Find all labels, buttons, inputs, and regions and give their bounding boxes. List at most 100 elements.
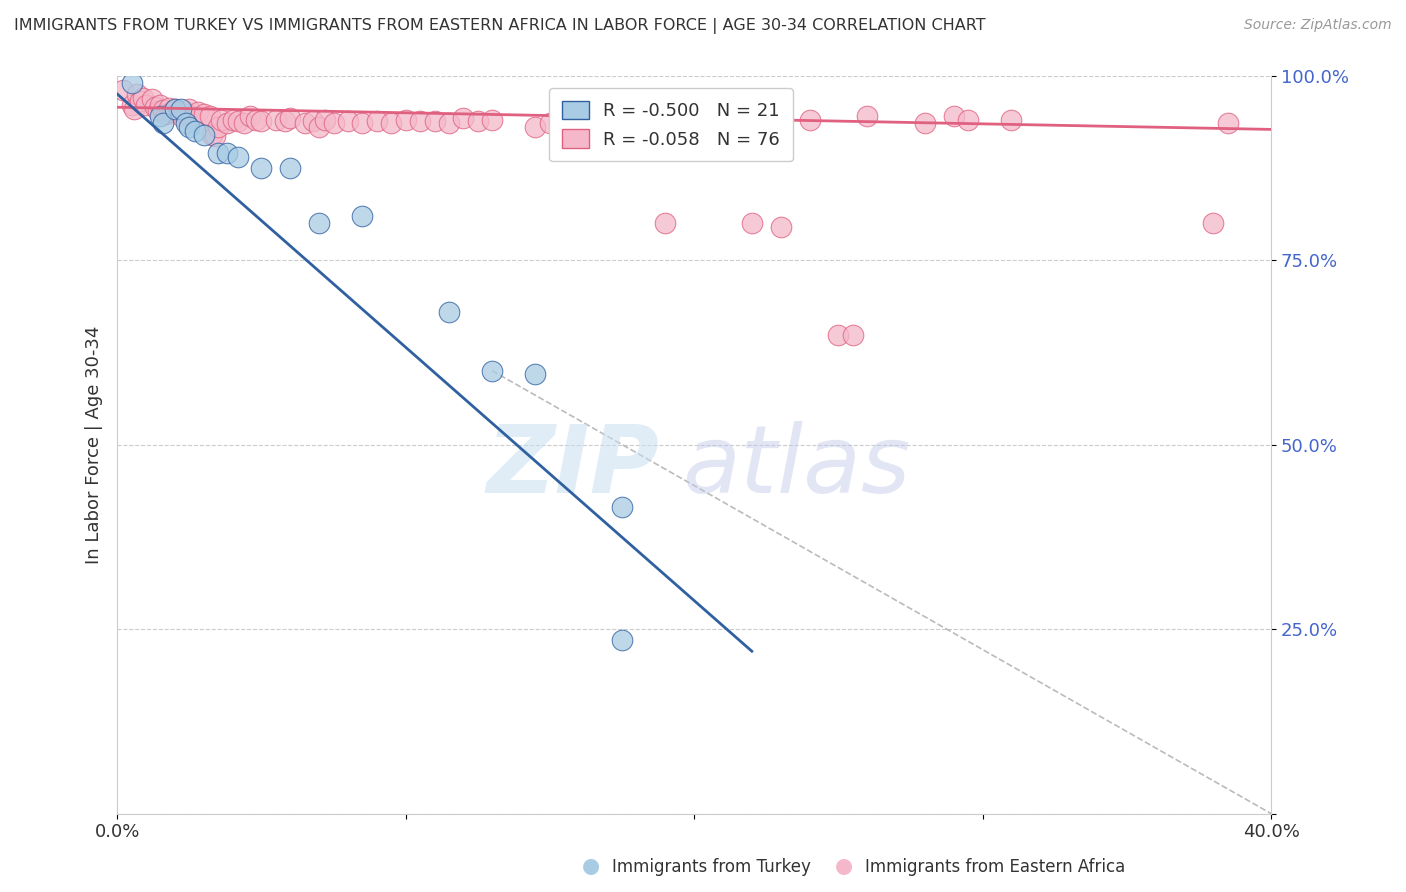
- Point: [827, 328, 849, 343]
- Point: [141, 92, 163, 106]
- Point: [228, 114, 250, 128]
- Point: [201, 128, 224, 142]
- Point: [173, 103, 195, 118]
- Point: [149, 98, 172, 112]
- Text: Source: ZipAtlas.com: Source: ZipAtlas.com: [1244, 18, 1392, 32]
- Point: [121, 98, 143, 112]
- Point: [169, 102, 191, 116]
- Point: [176, 107, 198, 121]
- Point: [610, 500, 633, 515]
- Point: [294, 116, 316, 130]
- Point: [302, 114, 325, 128]
- Point: [179, 120, 201, 135]
- Point: [437, 304, 460, 318]
- Point: [149, 109, 172, 123]
- Point: [352, 209, 374, 223]
- Text: atlas: atlas: [682, 421, 911, 512]
- Point: [207, 120, 229, 135]
- Point: [132, 90, 155, 104]
- Text: Immigrants from Eastern Africa: Immigrants from Eastern Africa: [865, 858, 1125, 876]
- Point: [409, 114, 432, 128]
- Point: [273, 114, 295, 128]
- Point: [215, 116, 238, 130]
- Point: [538, 116, 561, 130]
- Point: [207, 146, 229, 161]
- Point: [308, 216, 330, 230]
- Point: [163, 102, 186, 116]
- Point: [437, 116, 460, 130]
- Point: [1000, 112, 1022, 127]
- Point: [711, 112, 734, 127]
- Point: [124, 102, 146, 116]
- Point: [1202, 216, 1225, 230]
- Point: [467, 114, 489, 128]
- Point: [524, 368, 547, 382]
- Point: [157, 101, 180, 115]
- Point: [842, 328, 865, 343]
- Point: [233, 116, 256, 130]
- Point: [799, 112, 821, 127]
- Point: [278, 161, 301, 175]
- Point: [204, 129, 226, 144]
- Point: [481, 112, 503, 127]
- Point: [146, 103, 169, 118]
- Point: [856, 109, 879, 123]
- Text: IMMIGRANTS FROM TURKEY VS IMMIGRANTS FROM EASTERN AFRICA IN LABOR FORCE | AGE 30: IMMIGRANTS FROM TURKEY VS IMMIGRANTS FRO…: [14, 18, 986, 34]
- Point: [166, 105, 188, 120]
- Point: [366, 114, 388, 128]
- Point: [481, 364, 503, 378]
- Point: [176, 116, 198, 130]
- Point: [198, 109, 221, 123]
- Text: ●: ●: [835, 856, 852, 876]
- Point: [741, 216, 763, 230]
- Point: [250, 161, 273, 175]
- Text: ZIP: ZIP: [486, 421, 659, 513]
- Point: [264, 112, 287, 127]
- Point: [181, 109, 204, 123]
- Point: [228, 150, 250, 164]
- Point: [239, 109, 262, 123]
- Point: [957, 112, 980, 127]
- Point: [336, 114, 359, 128]
- Point: [769, 219, 792, 234]
- Point: [187, 105, 209, 120]
- Legend: R = -0.500   N = 21, R = -0.058   N = 76: R = -0.500 N = 21, R = -0.058 N = 76: [550, 88, 793, 161]
- Point: [121, 76, 143, 90]
- Point: [179, 102, 201, 116]
- Point: [1216, 116, 1239, 130]
- Point: [129, 95, 152, 109]
- Point: [610, 633, 633, 648]
- Point: [314, 112, 336, 127]
- Point: [221, 112, 243, 127]
- Point: [380, 116, 402, 130]
- Point: [308, 120, 330, 135]
- Point: [245, 112, 267, 127]
- Point: [352, 116, 374, 130]
- Point: [152, 103, 174, 118]
- Text: Immigrants from Turkey: Immigrants from Turkey: [612, 858, 810, 876]
- Y-axis label: In Labor Force | Age 30-34: In Labor Force | Age 30-34: [86, 326, 103, 564]
- Point: [184, 124, 207, 138]
- Point: [524, 120, 547, 135]
- Point: [423, 114, 446, 128]
- Point: [683, 112, 706, 127]
- Point: [278, 112, 301, 126]
- Point: [193, 107, 215, 121]
- Point: [111, 83, 134, 97]
- Point: [654, 216, 676, 230]
- Point: [160, 105, 183, 120]
- Point: [169, 109, 191, 123]
- Point: [914, 116, 936, 130]
- Point: [626, 116, 648, 130]
- Point: [215, 146, 238, 161]
- Point: [250, 114, 273, 128]
- Point: [322, 116, 344, 130]
- Point: [942, 109, 965, 123]
- Point: [143, 99, 166, 113]
- Point: [127, 87, 149, 101]
- Point: [193, 128, 215, 142]
- Point: [553, 116, 575, 130]
- Text: ●: ●: [582, 856, 599, 876]
- Point: [155, 107, 177, 121]
- Point: [596, 116, 619, 130]
